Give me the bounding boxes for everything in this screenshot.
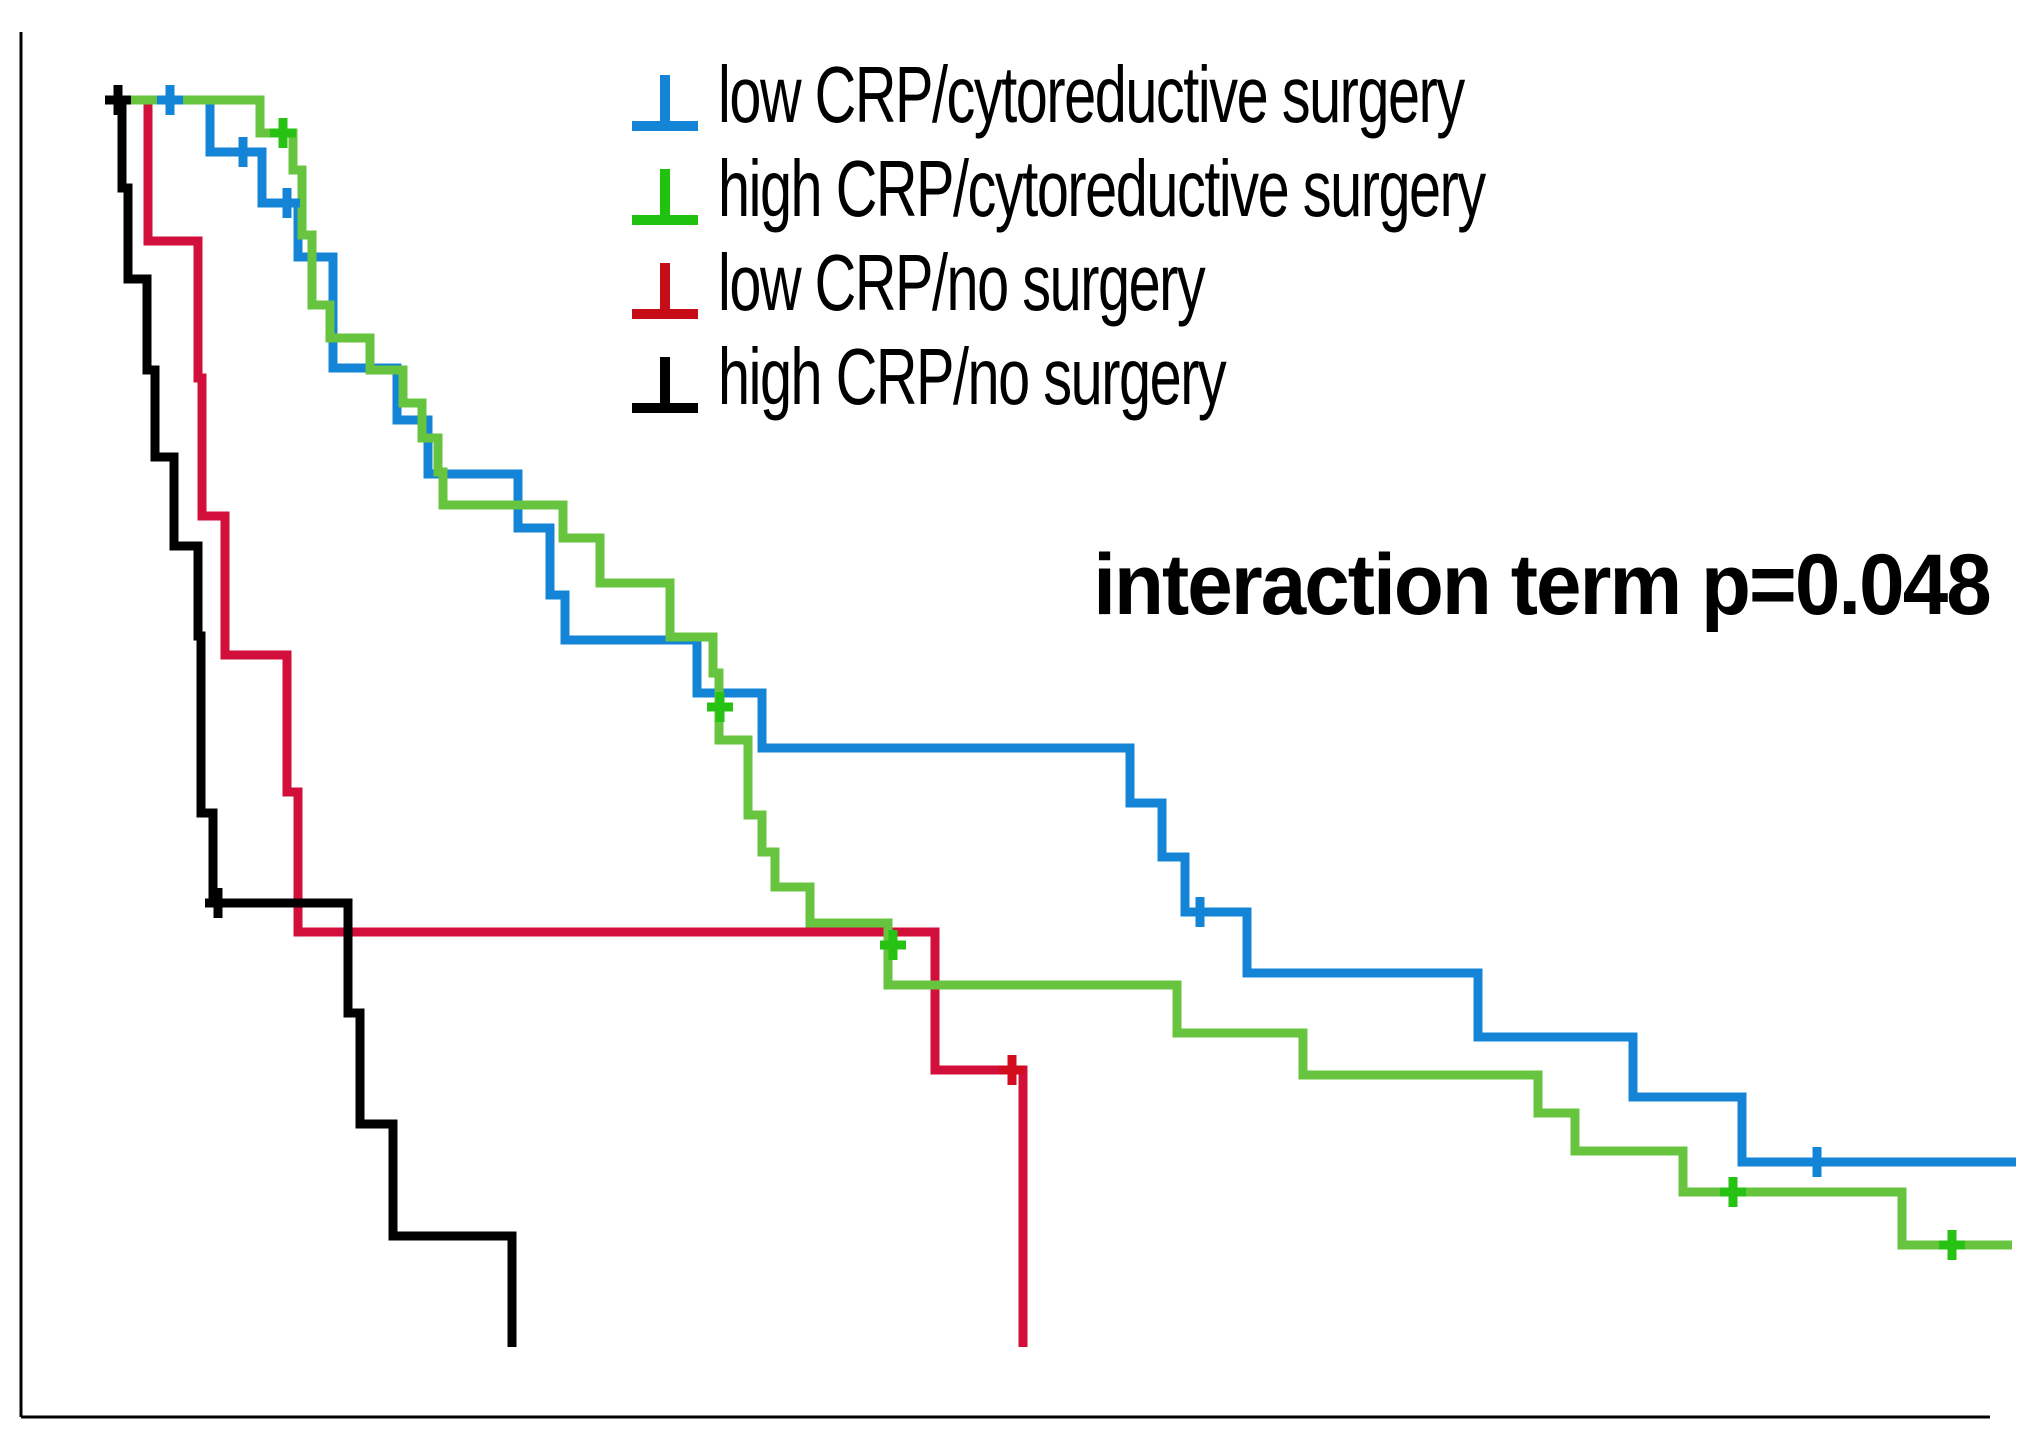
legend-item-high-crp-no-surgery: high CRP/no surgery xyxy=(630,330,1783,424)
legend-label-high-crp-no-surgery: high CRP/no surgery xyxy=(718,332,1227,421)
km-curve-high-crp-no-surgery xyxy=(105,95,517,1347)
km-curve-high-crp-surgery xyxy=(118,95,2012,1250)
legend-item-low-crp-surgery: low CRP/cytoreductive surgery xyxy=(630,48,1783,142)
legend-label-low-crp-surgery: low CRP/cytoreductive surgery xyxy=(718,50,1465,139)
interaction-pvalue-annotation: interaction term p=0.048 xyxy=(1093,537,1991,633)
legend-label-high-crp-surgery: high CRP/cytoreductive surgery xyxy=(718,144,1486,233)
km-curve-low-crp-no-surgery xyxy=(143,100,1028,1347)
km-curve-low-crp-surgery xyxy=(110,95,2016,1167)
legend-item-low-crp-no-surgery: low CRP/no surgery xyxy=(630,236,1783,330)
legend-label-low-crp-no-surgery: low CRP/no surgery xyxy=(718,238,1206,327)
legend-item-high-crp-surgery: high CRP/cytoreductive surgery xyxy=(630,142,1783,236)
legend: low CRP/cytoreductive surgery high CRP/cy… xyxy=(630,48,1783,424)
censor-symbol-icon xyxy=(632,75,698,131)
censor-symbol-icon xyxy=(632,263,698,319)
censor-symbol-icon xyxy=(632,169,698,225)
censor-symbol-icon xyxy=(632,357,698,413)
